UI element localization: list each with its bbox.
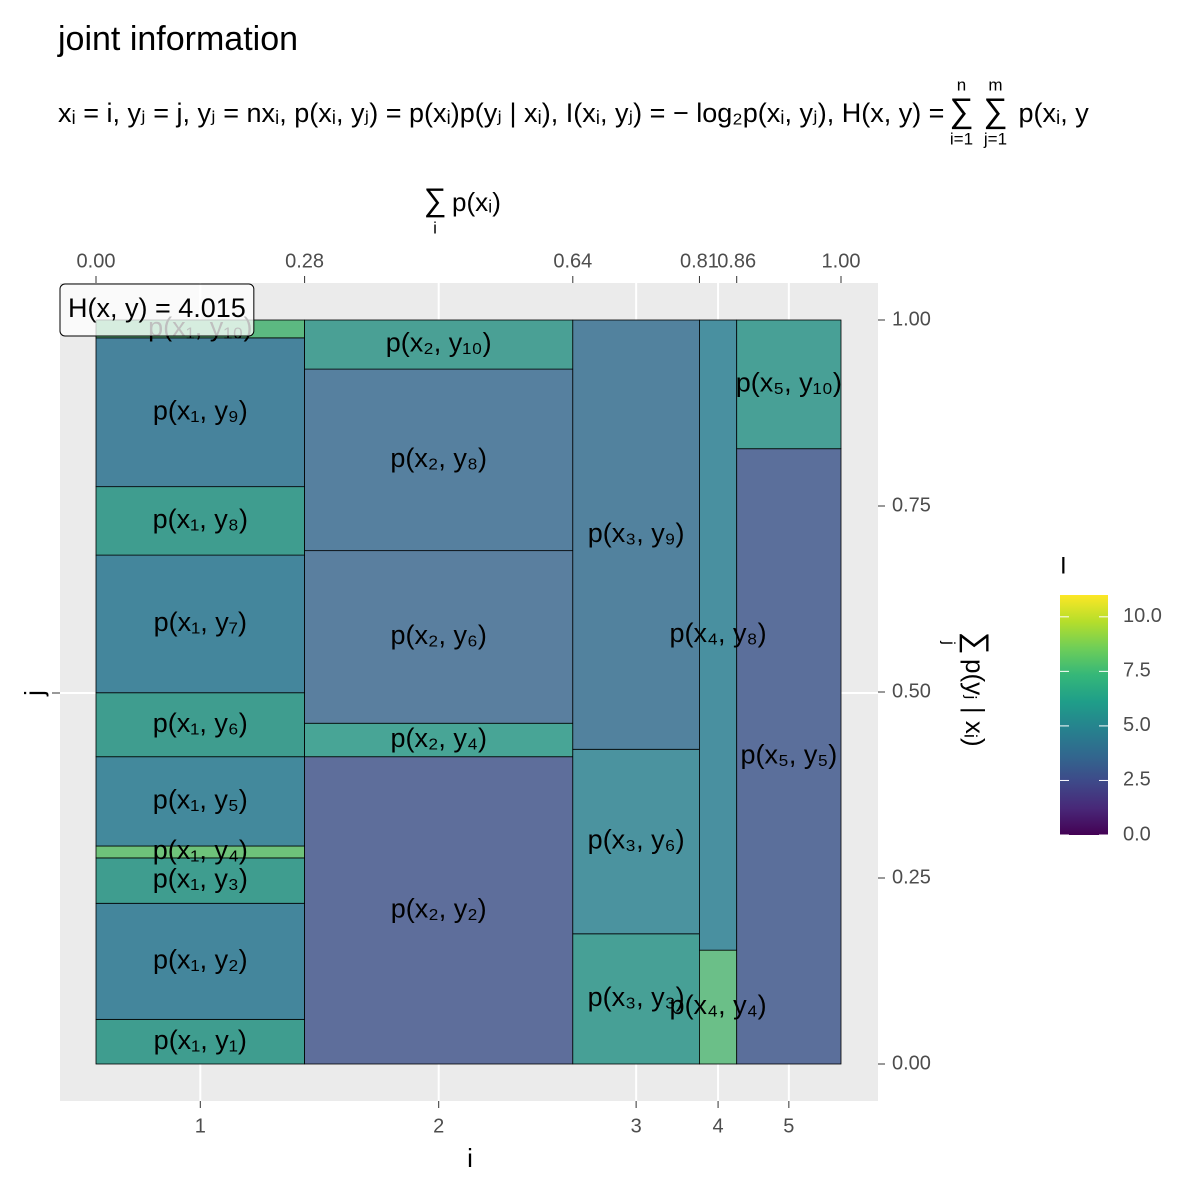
cell-label: p(x₂, y₄) — [390, 723, 487, 753]
mosaic-cell — [95, 756, 306, 847]
top-tick-label: 0.86 — [717, 250, 756, 272]
annotation: H(x, y) = 4.015 — [59, 283, 255, 337]
sum-symbol: ∑ — [949, 92, 973, 130]
cell-label: p(x₁, y₅) — [153, 784, 248, 814]
cell-label: p(x₅, y₅) — [740, 739, 837, 769]
mosaic-cell — [95, 902, 306, 1020]
top-tick-label: 0.64 — [553, 250, 592, 272]
top-tick-label: 1.00 — [822, 250, 861, 272]
top-title: p(xᵢ) — [452, 187, 501, 217]
x-tick-label: 2 — [433, 1115, 444, 1137]
sum-symbol: ∑ — [983, 92, 1007, 130]
cell-label: p(x₄, y₈) — [669, 618, 766, 648]
top-title-symbol: ∑ — [424, 181, 447, 217]
colorbar — [1060, 595, 1108, 835]
right-title-text: p(yⱼ | xᵢ) — [960, 659, 990, 747]
mosaic-cell — [304, 319, 574, 370]
annotation-box — [59, 283, 255, 337]
right-tick-label: 0.25 — [892, 866, 931, 888]
mosaic-cell — [699, 319, 738, 951]
cell-label: p(x₁, y₇) — [154, 607, 247, 637]
mosaic-cell — [572, 933, 700, 1065]
legend-tick-label: 7.5 — [1123, 660, 1151, 682]
cell-label: p(x₃, y₆) — [588, 825, 685, 855]
top-tick-label: 0.00 — [77, 250, 116, 272]
cell-label: p(x₂, y₂) — [391, 893, 487, 923]
mosaic-cell — [95, 554, 306, 694]
mosaic-cell — [304, 368, 574, 552]
cell-label: p(x₂, y₈) — [390, 443, 487, 473]
legend-tick-label: 5.0 — [1123, 714, 1151, 736]
mosaic-cell — [736, 448, 842, 1065]
right-tick-label: 0.75 — [892, 494, 931, 516]
right-tick-label: 0.00 — [892, 1052, 931, 1074]
top-tick-label: 0.28 — [285, 250, 324, 272]
top-title-lower: i — [433, 218, 437, 237]
cell-label: p(x₁, y₆) — [153, 708, 248, 738]
mosaic-cell — [572, 319, 700, 750]
sum-lower: j=1 — [983, 129, 1007, 148]
mosaic-cell — [95, 1018, 306, 1065]
legend-tick-label: 2.5 — [1123, 769, 1151, 791]
right-tick-label: 1.00 — [892, 308, 931, 330]
right-title-symbol: ∑ — [960, 632, 996, 655]
sum-lower: i=1 — [950, 129, 973, 148]
cell-label: p(x₃, y₉) — [588, 518, 685, 548]
y-axis-title: j — [19, 690, 49, 697]
cell-label: p(x₅, y₁₀) — [736, 367, 842, 397]
annotation-text: H(x, y) = 4.015 — [68, 293, 246, 323]
mosaic-cell — [304, 550, 574, 724]
cell-label: p(x₁, y₃) — [153, 864, 248, 894]
x-tick-label: 1 — [195, 1115, 206, 1137]
legend-tick-label: 0.0 — [1123, 823, 1151, 845]
cell-label: p(x₁, y₁) — [154, 1025, 247, 1055]
cell-label: p(x₄, y₄) — [670, 990, 767, 1020]
x-tick-label: 3 — [631, 1115, 642, 1137]
subtitle-tail: p(xᵢ, y — [1018, 98, 1089, 128]
cell-label: p(x₂, y₁₀) — [386, 328, 492, 358]
mosaic-cell — [304, 756, 574, 1065]
mosaic-cell — [95, 486, 306, 556]
sum-upper: n — [957, 75, 966, 94]
x-tick-label: 5 — [783, 1115, 794, 1137]
mosaic-cell — [736, 319, 842, 450]
right-tick-label: 0.50 — [892, 680, 931, 702]
legend-tick-label: 10.0 — [1123, 605, 1162, 627]
mosaic-cell — [699, 949, 738, 1065]
x-axis-title: i — [467, 1143, 473, 1173]
cell-label: p(x₁, y₉) — [153, 395, 248, 425]
cell-label: p(x₂, y₆) — [391, 620, 487, 650]
right-title-lower: j — [940, 640, 959, 645]
top-tick-label: 0.81 — [680, 250, 719, 272]
right-title: ∑j p(yⱼ | xᵢ) — [940, 632, 996, 747]
x-tick-label: 4 — [713, 1115, 724, 1137]
mosaic-cell — [95, 337, 306, 488]
sum-upper: m — [988, 75, 1002, 94]
cell-label: p(x₃, y₃) — [588, 982, 685, 1012]
mosaic-cell — [95, 857, 306, 904]
mosaic-cell — [95, 692, 306, 758]
chart-title: joint information — [57, 20, 298, 58]
subtitle: xᵢ = i, yⱼ = j, yⱼ = nxᵢ, p(xᵢ, yⱼ) = p(… — [58, 98, 944, 128]
legend-title: I — [1060, 552, 1067, 579]
cell-label: p(x₁, y₄) — [153, 835, 248, 865]
mosaic-cell — [304, 722, 574, 758]
cell-label: p(x₁, y₂) — [153, 944, 248, 974]
cell-label: p(x₁, y₈) — [153, 504, 248, 534]
